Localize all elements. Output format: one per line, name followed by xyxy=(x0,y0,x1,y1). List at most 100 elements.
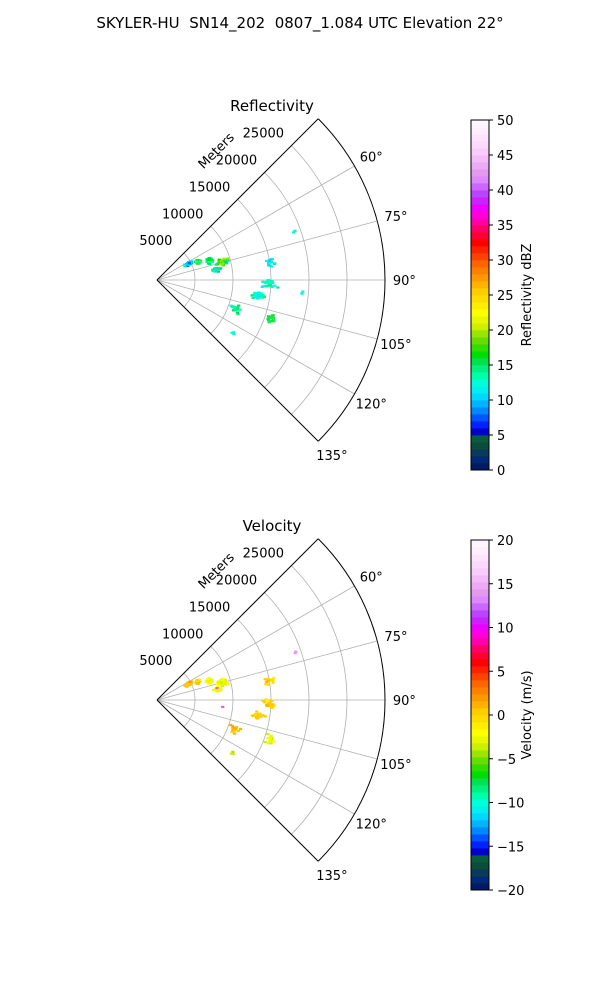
colorbar-segment xyxy=(471,778,489,786)
colorbar-segment xyxy=(471,288,489,296)
colorbar-tick-label: −15 xyxy=(497,840,524,855)
colorbar-segment xyxy=(471,260,489,268)
radar-gate xyxy=(188,680,192,683)
colorbar-segment xyxy=(471,169,489,177)
radar-gate xyxy=(270,736,274,740)
colorbar-segment xyxy=(471,785,489,793)
radar-gate xyxy=(268,740,272,743)
colorbar-segment xyxy=(471,610,489,618)
colorbar-segment xyxy=(471,218,489,226)
radar-gate xyxy=(208,679,212,682)
radar-gate xyxy=(217,682,221,685)
azimuth-tick-label: 135° xyxy=(316,869,347,884)
sector-edge-start xyxy=(156,118,319,281)
colorbar-tick-label: 50 xyxy=(497,114,514,129)
colorbar-segment xyxy=(471,673,489,681)
colorbar-segment xyxy=(471,302,489,310)
radar-gate xyxy=(221,705,225,709)
colorbar-tick-label: −10 xyxy=(497,797,524,812)
colorbar-segment xyxy=(471,680,489,688)
radar-gate xyxy=(268,264,272,267)
colorbar-tick-label: 35 xyxy=(497,219,514,234)
radar-gate xyxy=(218,262,222,265)
colorbar-segment xyxy=(471,456,489,464)
colorbar-segment xyxy=(471,281,489,289)
colorbar-segment xyxy=(471,232,489,240)
colorbar-segment xyxy=(471,582,489,590)
radar-gate xyxy=(266,736,270,740)
radar-gate xyxy=(266,319,271,322)
radar-gate xyxy=(194,681,198,684)
colorbar-segment xyxy=(471,190,489,198)
radar-gate xyxy=(206,678,210,681)
colorbar-segment xyxy=(471,337,489,345)
colorbar-segment xyxy=(471,372,489,380)
colorbar-segment xyxy=(471,792,489,800)
radar-gate xyxy=(251,296,255,299)
radar-gate xyxy=(266,742,271,745)
radar-gate xyxy=(256,297,260,300)
colorbar-tick-label: 30 xyxy=(497,254,514,269)
colorbar-segment xyxy=(471,120,489,128)
colorbar-segment xyxy=(471,400,489,408)
radar-gate xyxy=(257,291,261,294)
radar-gate xyxy=(223,681,227,684)
radar-gate xyxy=(265,285,269,288)
radar-gate xyxy=(270,706,274,709)
colorbar-segment xyxy=(471,148,489,156)
colorbar-segment xyxy=(471,596,489,604)
colorbar-segment xyxy=(471,666,489,674)
radar-gate xyxy=(230,331,234,334)
colorbar-segment xyxy=(471,834,489,842)
colorbar-segment xyxy=(471,638,489,646)
radar-gate xyxy=(207,260,211,264)
radar-gate xyxy=(256,293,260,296)
radar-gate xyxy=(262,280,266,284)
azimuth-gridline xyxy=(156,699,378,760)
radar-gate xyxy=(255,292,259,295)
radar-gate xyxy=(265,280,269,283)
radar-gate xyxy=(234,308,238,311)
radar-gate xyxy=(272,319,276,323)
radar-gate xyxy=(300,292,304,295)
azimuth-gridline xyxy=(156,699,355,815)
radar-gate xyxy=(236,312,240,316)
radar-gate xyxy=(268,704,272,707)
colorbar-segment xyxy=(471,211,489,219)
colorbar-segment xyxy=(471,386,489,394)
radar-gate xyxy=(293,652,297,655)
colorbar-segment xyxy=(471,197,489,205)
radar-gate xyxy=(222,257,226,260)
radar-gate xyxy=(255,710,259,713)
radar-gate xyxy=(231,752,235,756)
azimuth-tick-label: 60° xyxy=(360,570,383,585)
radar-gate xyxy=(230,730,234,733)
colorbar-segment xyxy=(471,736,489,744)
radar-gate xyxy=(211,269,215,272)
colorbar-tick-label: 0 xyxy=(497,464,505,479)
radar-gate xyxy=(230,724,234,727)
radar-gate xyxy=(266,315,271,318)
radar-gate xyxy=(221,264,225,267)
colorbar-segment xyxy=(471,862,489,870)
radar-gate xyxy=(198,678,202,681)
radar-gate xyxy=(266,317,270,320)
colorbar-segment xyxy=(471,575,489,583)
colorbar-segment xyxy=(471,743,489,751)
radar-gate xyxy=(225,259,229,262)
azimuth-tick-label: 120° xyxy=(356,818,387,833)
radar-gate xyxy=(233,729,237,732)
radar-gate xyxy=(196,680,200,683)
radar-gate xyxy=(213,270,217,273)
colorbar-segment xyxy=(471,764,489,772)
colorbar-segment xyxy=(471,540,489,548)
radar-gate xyxy=(224,260,228,263)
colorbar-segment xyxy=(471,841,489,849)
azimuth-tick-label: 120° xyxy=(356,398,387,413)
radar-gate xyxy=(229,304,233,307)
radar-gate xyxy=(253,713,257,716)
colorbar-segment xyxy=(471,449,489,457)
colorbar-segment xyxy=(471,624,489,632)
colorbar-segment xyxy=(471,750,489,758)
radar-gate xyxy=(261,714,265,717)
